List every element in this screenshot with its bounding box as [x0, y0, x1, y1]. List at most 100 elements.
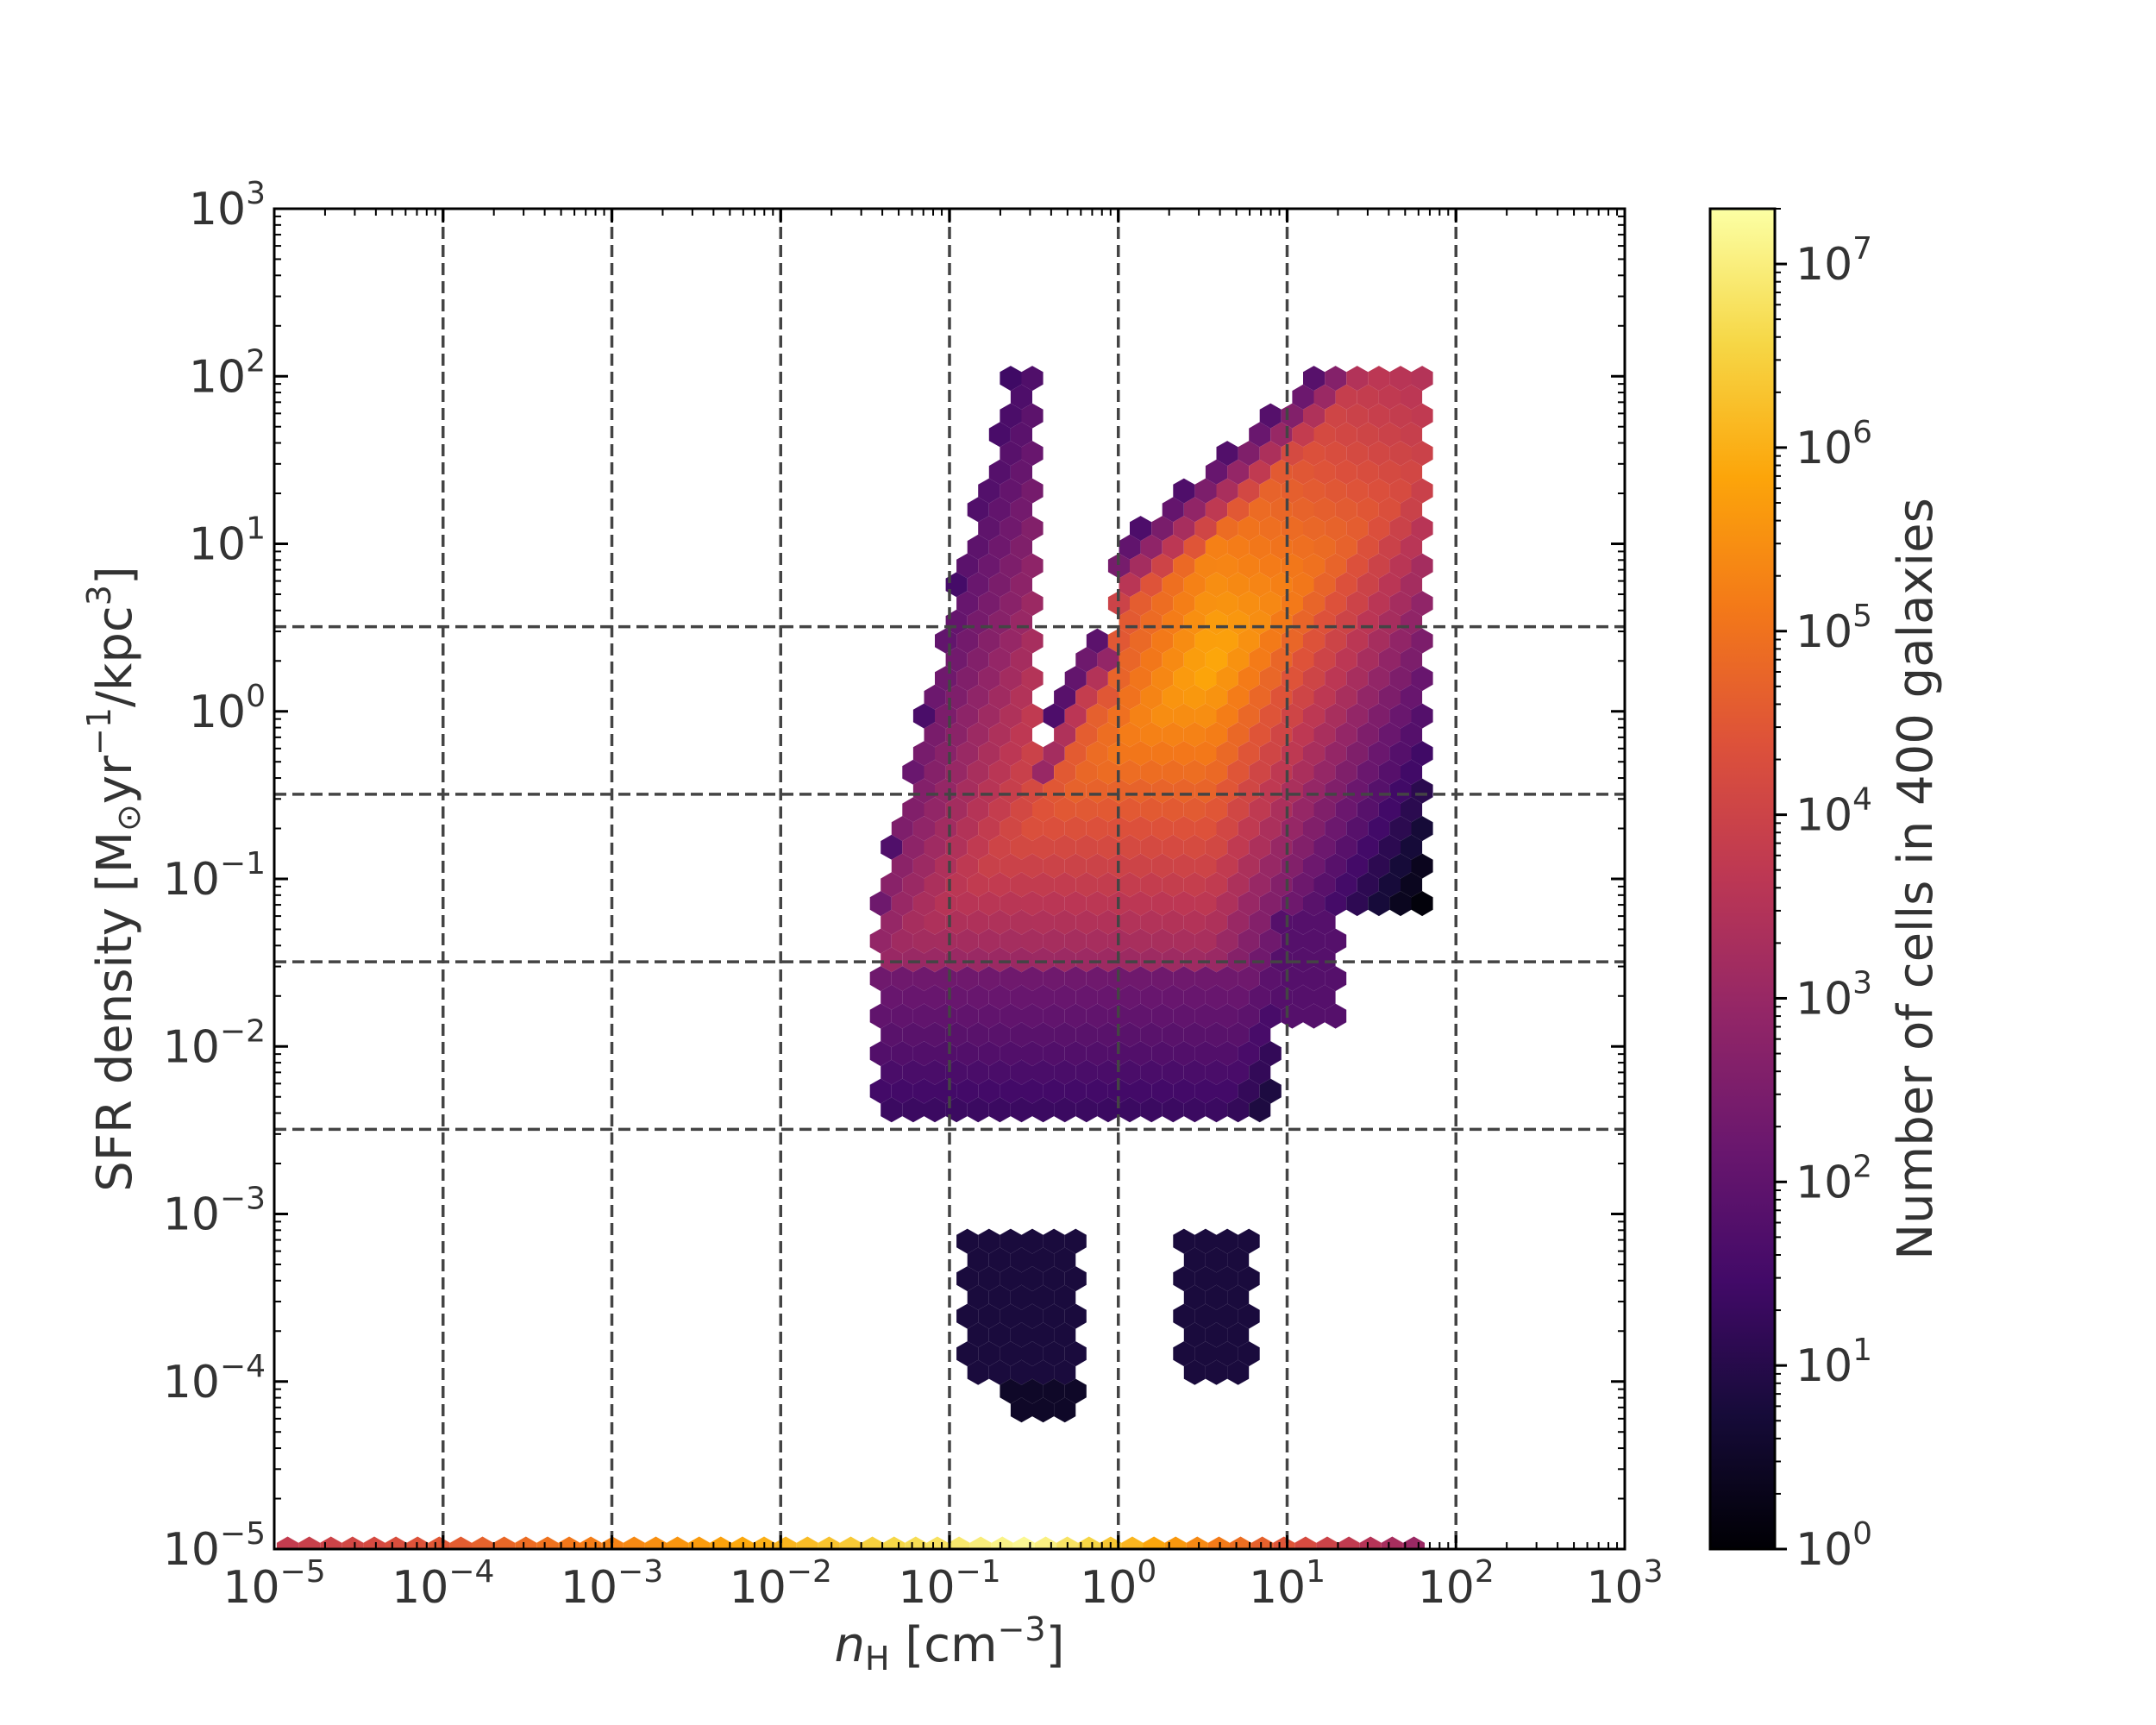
hexbin-cell [912, 741, 935, 767]
hexbin-cell [1162, 1097, 1184, 1123]
hexbin-cell [945, 909, 968, 935]
hexbin-cell [935, 1078, 957, 1104]
hexbin-cell [1097, 872, 1119, 898]
hexbin-cell [1021, 966, 1044, 992]
hexbin-cell [1401, 384, 1423, 410]
hexbin-cell-bottom-row [363, 1536, 385, 1549]
hexbin-cell [1205, 1059, 1228, 1085]
hexbin-cell [1368, 816, 1390, 842]
hexbin-cell [1130, 891, 1152, 917]
hexbin-cell [1032, 909, 1055, 935]
hexbin-cell [1227, 1022, 1250, 1048]
hexbin-cell [1140, 834, 1163, 860]
hexbin-cell [1238, 741, 1260, 767]
hexbin-cell [988, 1322, 1011, 1348]
hexbin-cell [1021, 1266, 1044, 1292]
hexbin-cell [1021, 741, 1044, 767]
hexbin-cell [1357, 572, 1379, 598]
hexbin-cell [1010, 1097, 1032, 1123]
hexbin-cell [1119, 947, 1141, 973]
hexbin-cell [988, 1247, 1011, 1273]
hexbin-cell [1389, 403, 1412, 429]
hexbin-cell [1086, 628, 1108, 654]
hexbin-cell [1140, 984, 1163, 1010]
hexbin-cell [978, 891, 1000, 917]
hexbin-cell [1054, 759, 1076, 785]
hexbin-cell [1000, 478, 1022, 504]
hexbin-cell [1151, 666, 1174, 692]
hexbin-cell [1401, 872, 1423, 898]
hexbin-cell [1378, 759, 1401, 785]
hexbin-cell [1064, 928, 1087, 954]
hexbin-cell [1325, 516, 1347, 542]
hexbin-cell [1183, 1322, 1206, 1348]
hexbin-cell [1270, 872, 1293, 898]
hexbin-cell [967, 1359, 989, 1385]
colorbar-tick-label: 105 [1796, 599, 1872, 658]
hexbin-cell [1216, 516, 1238, 542]
hexbin-cell [1064, 666, 1087, 692]
hexbin-cell [1205, 647, 1228, 673]
hexbin-cell [1054, 834, 1076, 860]
hexbin-cell [1054, 909, 1076, 935]
hexbin-cell [1043, 1228, 1065, 1254]
hexbin-cell [1130, 591, 1152, 617]
hexbin-cell [1010, 534, 1032, 560]
hexbin-cell [1043, 1041, 1065, 1067]
hexbin-cell [1259, 628, 1282, 654]
hexbin-cell [1000, 628, 1022, 654]
hexbin-cell [1000, 1041, 1022, 1067]
hexbin-cell [1346, 403, 1369, 429]
hexbin-cell [1119, 609, 1141, 635]
hexbin-cell [1238, 703, 1260, 729]
hexbin-cell [924, 759, 946, 785]
hexbin-cell [935, 628, 957, 654]
hexbin-cell [1194, 1266, 1217, 1292]
hexbin-cell [1194, 1341, 1217, 1367]
hexbin-cell [1064, 778, 1087, 804]
hexbin-cell [1227, 722, 1250, 748]
hexbin-cell [978, 1078, 1000, 1104]
hexbin-cell [1000, 441, 1022, 467]
hexbin-cell [1021, 516, 1044, 542]
hexbin-cell [1238, 1341, 1260, 1367]
hexbin-cell [1335, 797, 1357, 823]
hexbin-cell [1064, 1003, 1087, 1029]
hexbin-cell [956, 966, 979, 992]
hexbin-cell [1064, 816, 1087, 842]
hexbin-cell [1130, 628, 1152, 654]
hexbin-cell [1032, 834, 1055, 860]
hexbin-cell [1000, 928, 1022, 954]
hexbin-cell [1303, 891, 1326, 917]
hexbin-cell [1064, 703, 1087, 729]
hexbin-cell [1259, 666, 1282, 692]
hexbin-cell [1075, 984, 1098, 1010]
hexbin-cell [912, 778, 935, 804]
hexbin-cell [1000, 516, 1022, 542]
hexbin-cell [924, 947, 946, 973]
hexbin-cell [1075, 872, 1098, 898]
hexbin-cell [1054, 684, 1076, 710]
hexbin-cell [1183, 1097, 1206, 1123]
hexbin-cell [1119, 797, 1141, 823]
hexbin-cell [935, 1041, 957, 1067]
hexbin-cell [1151, 553, 1174, 579]
hexbin-cell [1162, 572, 1184, 598]
hexbin-cell [1325, 441, 1347, 467]
hexbin-cell [1119, 1059, 1141, 1085]
hexbin-cell [1303, 516, 1326, 542]
hexbin-cell [1032, 759, 1055, 785]
hexbin-cell [1194, 778, 1217, 804]
hexbin-cell [1097, 1059, 1119, 1085]
hexbin-cell [1216, 591, 1238, 617]
x-tick-label: 10−4 [392, 1554, 494, 1614]
hexbin-cell [1075, 684, 1098, 710]
hexbin-cell [1368, 478, 1390, 504]
hexbin-cell [1238, 853, 1260, 879]
hexbin-cell [1000, 1078, 1022, 1104]
hexbin-cell [1043, 1341, 1065, 1367]
hexbin-cell [967, 759, 989, 785]
hexbin-cell [1032, 1022, 1055, 1048]
hexbin-cell [1227, 759, 1250, 785]
hexbin-cell [1000, 403, 1022, 429]
